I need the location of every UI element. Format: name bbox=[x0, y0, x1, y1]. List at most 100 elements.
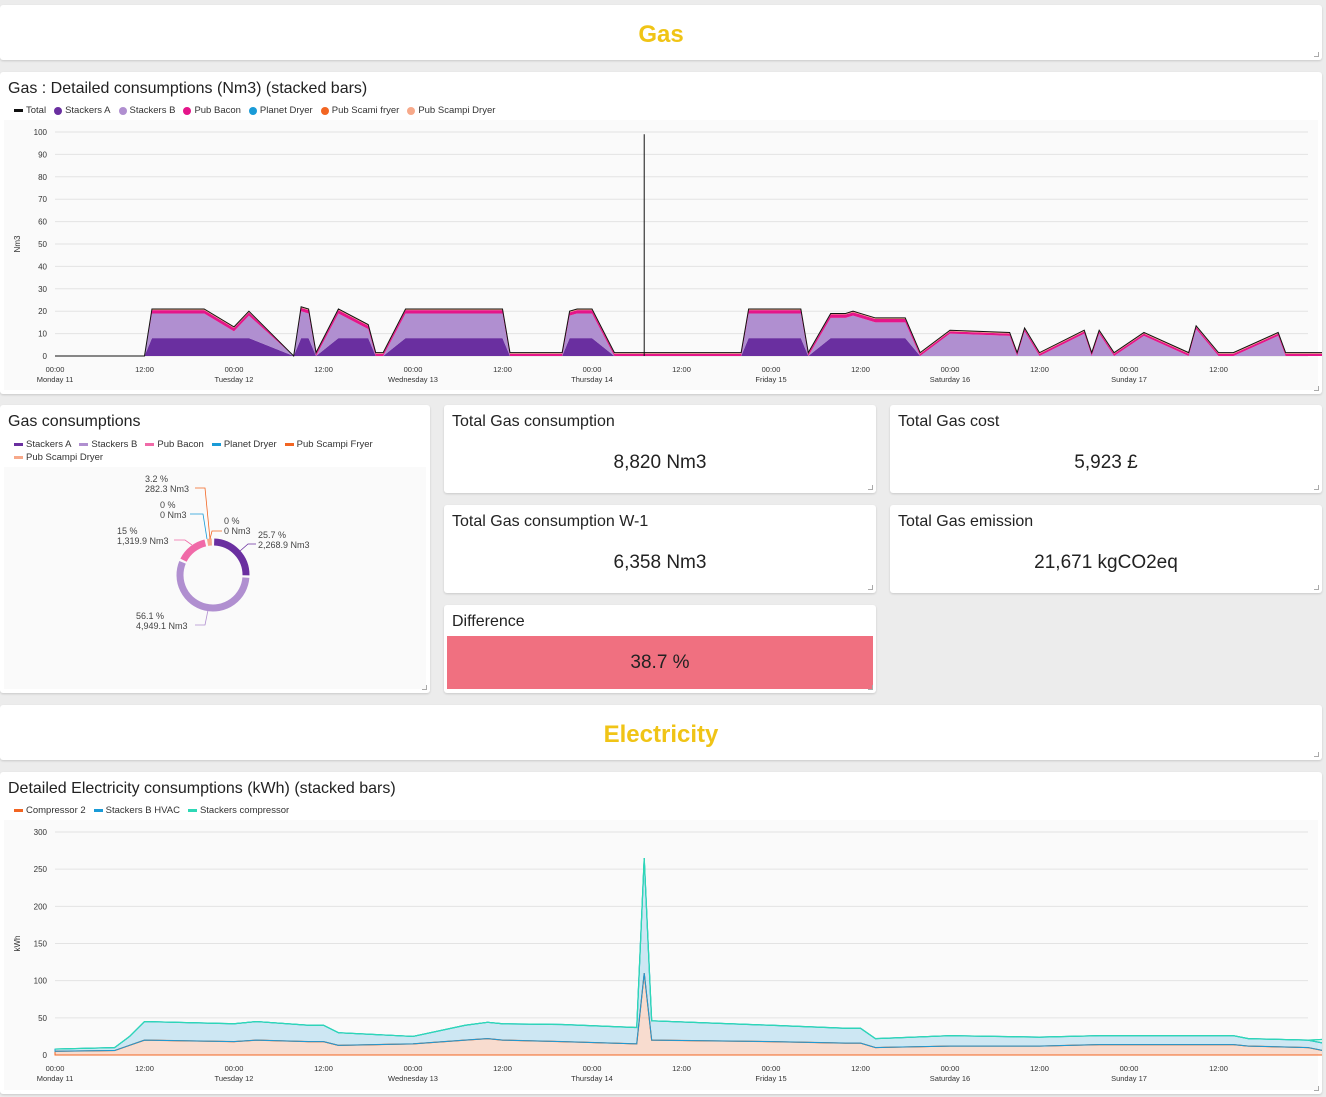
y-tick-label: 70 bbox=[38, 195, 47, 204]
legend-label: Total bbox=[26, 105, 47, 116]
legend-item-pub-scami-fryer[interactable]: Pub Scami fryer bbox=[320, 104, 399, 117]
resize-handle[interactable] bbox=[1314, 485, 1319, 490]
kpi-value: 6,358 Nm3 bbox=[613, 552, 707, 573]
legend-item-pub-scampi-fryer[interactable]: Pub Scampi Fryer bbox=[284, 438, 373, 451]
x-tick-label: 12:00 bbox=[135, 1064, 154, 1073]
y-tick-label: 150 bbox=[34, 940, 48, 949]
legend-item-stackers-b[interactable]: Stackers B bbox=[118, 104, 176, 117]
legend-swatch bbox=[248, 106, 257, 115]
series-line-stackers-compressor[interactable] bbox=[54, 857, 1322, 1050]
panel-title: Detailed Electricity consumptions (kWh) … bbox=[8, 780, 396, 797]
legend-label: Stackers B bbox=[129, 105, 176, 116]
resize-handle[interactable] bbox=[868, 485, 873, 490]
y-tick-label: 10 bbox=[38, 330, 47, 339]
legend-item-pub-scampi-dryer[interactable]: Pub Scampi Dryer bbox=[14, 451, 103, 464]
electricity-detailed-chart-panel: Detailed Electricity consumptions (kWh) … bbox=[0, 772, 1322, 1094]
resize-handle[interactable] bbox=[1314, 1086, 1319, 1091]
resize-handle[interactable] bbox=[1314, 585, 1319, 590]
x-tick-date: Monday 11 bbox=[37, 375, 74, 384]
legend-label: Stackers A bbox=[65, 105, 111, 116]
donut-slice-stackers-a[interactable] bbox=[213, 538, 250, 576]
donut-label-percent: 0 % bbox=[160, 500, 176, 510]
x-tick-date: Wednesday 13 bbox=[388, 375, 438, 384]
donut-slice-stackers-b[interactable] bbox=[176, 560, 250, 612]
legend-item-stackers-a[interactable]: Stackers A bbox=[14, 438, 71, 451]
legend-item-total[interactable]: Total bbox=[14, 104, 46, 117]
legend-item-pub-scampi-dryer[interactable]: Pub Scampi Dryer bbox=[407, 104, 495, 117]
x-tick-label: 12:00 bbox=[493, 365, 512, 374]
x-tick-label: 12:00 bbox=[135, 365, 154, 374]
x-tick-date: Friday 15 bbox=[755, 1074, 786, 1083]
x-tick-label: 00:00 bbox=[225, 365, 244, 374]
donut-leader-line bbox=[190, 513, 208, 540]
x-tick-date: Sunday 17 bbox=[1111, 1074, 1147, 1083]
series-area-pub-bacon[interactable] bbox=[55, 307, 1322, 356]
panel-title: Gas consumptions bbox=[8, 413, 141, 430]
y-tick-label: 50 bbox=[38, 1014, 47, 1023]
legend-swatch bbox=[211, 443, 221, 446]
legend-label: Pub Scampi Fryer bbox=[296, 439, 373, 450]
y-tick-label: 100 bbox=[34, 977, 48, 986]
series-line-stackers-b-hvac[interactable] bbox=[54, 857, 1322, 1050]
legend-item-pub-bacon[interactable]: Pub Bacon bbox=[145, 438, 204, 451]
legend-item-stackers-a[interactable]: Stackers A bbox=[54, 104, 111, 117]
resize-handle[interactable] bbox=[1314, 52, 1319, 57]
x-tick-label: 00:00 bbox=[1120, 365, 1139, 374]
legend-item-compressor-2[interactable]: Compressor 2 bbox=[14, 804, 86, 817]
kpi-value: 8,820 Nm3 bbox=[613, 452, 707, 473]
legend-swatch bbox=[284, 443, 294, 446]
gas-section-header: Gas bbox=[0, 5, 1322, 60]
chart-legend: Total Stackers A Stackers B Pub Bacon Planet… bbox=[14, 104, 495, 117]
series-area-stackers-compressor[interactable] bbox=[54, 857, 1322, 1050]
legend-item-stackers-b-hvac[interactable]: Stackers B HVAC bbox=[93, 804, 180, 817]
kpi-total-gas-consumption: Total Gas consumption 8,820 Nm3 bbox=[444, 405, 876, 493]
legend-swatch bbox=[14, 443, 23, 446]
donut-label-value: 0 Nm3 bbox=[224, 526, 251, 536]
kpi-label: Total Gas emission bbox=[898, 513, 1034, 530]
legend-label: Stackers A bbox=[26, 439, 72, 450]
series-line-total[interactable] bbox=[55, 306, 1322, 358]
x-tick-date: Tuesday 12 bbox=[215, 375, 254, 384]
donut-slice-pub-bacon[interactable] bbox=[180, 539, 207, 562]
y-tick-label: 200 bbox=[34, 902, 48, 911]
series-area-stackers-b[interactable] bbox=[55, 311, 1322, 356]
donut-label-value: 0 Nm3 bbox=[160, 510, 187, 520]
legend-swatch bbox=[407, 106, 416, 115]
y-tick-label: 90 bbox=[38, 150, 47, 159]
x-tick-label: 12:00 bbox=[1030, 1064, 1049, 1073]
series-area-stackers-a[interactable] bbox=[55, 338, 1322, 356]
legend-label: Stackers B bbox=[91, 439, 138, 450]
legend-item-planet-dryer[interactable]: Planet Dryer bbox=[211, 438, 277, 451]
donut-leader-line bbox=[209, 530, 222, 540]
x-tick-label: 00:00 bbox=[46, 1064, 65, 1073]
resize-handle[interactable] bbox=[868, 685, 873, 690]
legend-item-stackers-b[interactable]: Stackers B bbox=[79, 438, 137, 451]
x-tick-date: Thursday 14 bbox=[571, 1074, 613, 1083]
x-tick-label: 12:00 bbox=[1209, 1064, 1228, 1073]
donut-leader-line bbox=[195, 609, 209, 626]
x-tick-date: Wednesday 13 bbox=[388, 1074, 438, 1083]
resize-handle[interactable] bbox=[422, 685, 427, 690]
x-tick-label: 00:00 bbox=[404, 365, 423, 374]
x-tick-label: 00:00 bbox=[404, 1064, 423, 1073]
legend-label: Stackers B HVAC bbox=[105, 805, 180, 816]
legend-item-stackers-compressor[interactable]: Stackers compressor bbox=[187, 804, 289, 817]
electricity-section-header: Electricity bbox=[0, 705, 1322, 760]
gas-consumptions-panel: Gas consumptions Stackers A Stackers B Pub… bbox=[0, 405, 430, 693]
legend-item-planet-dryer[interactable]: Planet Dryer bbox=[248, 104, 313, 117]
series-area-stackers-b-hvac[interactable] bbox=[54, 857, 1322, 1053]
y-tick-label: 50 bbox=[38, 240, 47, 249]
legend-label: Planet Dryer bbox=[259, 105, 313, 116]
legend-item-pub-bacon[interactable]: Pub Bacon bbox=[183, 104, 241, 117]
x-tick-label: 12:00 bbox=[493, 1064, 512, 1073]
legend-swatch bbox=[118, 106, 127, 115]
resize-handle[interactable] bbox=[868, 585, 873, 590]
resize-handle[interactable] bbox=[1314, 752, 1319, 757]
y-tick-label: 300 bbox=[34, 828, 48, 837]
x-tick-date: Saturday 16 bbox=[930, 375, 970, 384]
y-axis-label: Nm3 bbox=[13, 235, 22, 252]
resize-handle[interactable] bbox=[1314, 386, 1319, 391]
